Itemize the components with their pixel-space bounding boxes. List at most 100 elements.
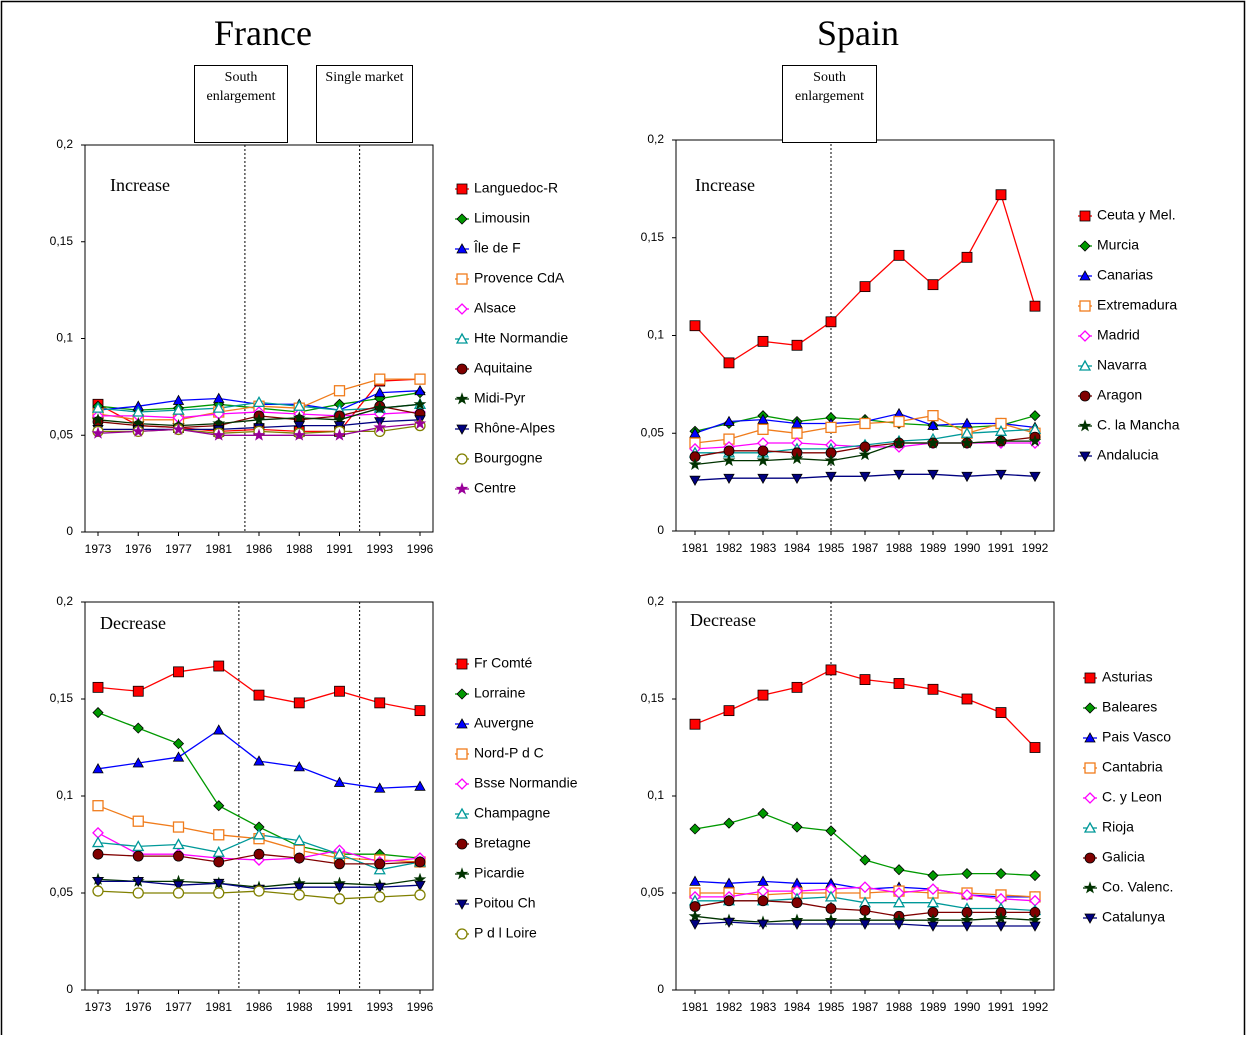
marker: [293, 399, 306, 411]
legend-label: Provence CdA: [474, 270, 565, 286]
legend-label: C. y Leon: [1102, 789, 1162, 805]
marker: [91, 836, 105, 848]
legend-label: Île de F: [473, 240, 521, 256]
marker: [132, 685, 144, 697]
marker: [293, 852, 305, 864]
marker: [791, 821, 803, 833]
marker: [333, 776, 346, 787]
marker: [333, 385, 346, 397]
legend-marker: [456, 658, 468, 670]
legend-label: Rioja: [1102, 819, 1134, 835]
marker: [825, 903, 837, 914]
marker: [172, 403, 185, 415]
x-tick-label: 1991: [988, 541, 1015, 555]
legend-marker: [456, 838, 468, 850]
x-tick-label: 1984: [784, 1000, 811, 1014]
marker: [132, 757, 144, 768]
y-tick-label: 0,15: [50, 234, 74, 248]
legend-marker: [1078, 419, 1092, 432]
marker: [252, 396, 266, 408]
x-tick-label: 1992: [1022, 541, 1049, 555]
x-tick-label: 1982: [716, 541, 743, 555]
marker: [995, 707, 1007, 718]
legend-label: Asturias: [1102, 669, 1153, 685]
x-tick-label: 1985: [818, 541, 845, 555]
marker: [791, 897, 803, 909]
marker: [414, 780, 426, 791]
marker: [859, 674, 871, 685]
marker: [172, 422, 185, 435]
legend-label: Galicia: [1102, 849, 1145, 865]
legend-label: Extremadura: [1097, 297, 1177, 313]
legend-label: Alsace: [474, 300, 516, 316]
marker: [825, 825, 837, 837]
marker: [374, 697, 386, 709]
legend-marker: [455, 332, 469, 344]
legend-marker: [1084, 672, 1096, 684]
legend-marker: [456, 453, 468, 465]
marker: [132, 840, 145, 852]
x-tick-label: 1977: [165, 1000, 192, 1014]
marker: [414, 373, 426, 385]
marker: [757, 807, 769, 820]
legend-marker: [456, 273, 468, 285]
marker: [961, 693, 973, 705]
y-tick-label: 0,2: [56, 594, 73, 608]
marker: [132, 722, 144, 734]
x-tick-label: 1991: [326, 1000, 353, 1014]
panel-subtitle: Increase: [695, 175, 755, 195]
heading: France: [214, 13, 312, 53]
marker: [927, 869, 939, 882]
y-tick-label: 0,2: [647, 594, 664, 608]
marker: [252, 828, 266, 840]
marker: [927, 469, 939, 481]
legend-marker: [456, 424, 468, 435]
y-tick-label: 0,05: [50, 427, 74, 441]
marker: [723, 895, 735, 907]
marker: [723, 415, 735, 426]
legend-label: Hte Normandie: [474, 330, 568, 346]
marker: [893, 415, 905, 428]
legend-marker: [456, 303, 468, 315]
x-tick-label: 1988: [286, 542, 313, 556]
x-tick-label: 1983: [750, 1000, 777, 1014]
legend-marker: [456, 243, 468, 254]
marker: [292, 428, 306, 441]
legend-label: Bsse Normandie: [474, 775, 578, 791]
marker: [825, 471, 837, 483]
marker: [212, 428, 226, 441]
marker: [791, 681, 803, 693]
marker: [893, 864, 905, 876]
x-tick-label: 1981: [205, 542, 232, 556]
legend-marker: [1083, 881, 1097, 894]
y-tick-label: 0,15: [50, 691, 74, 705]
y-tick-label: 0,1: [56, 788, 73, 802]
marker: [293, 421, 305, 432]
marker: [859, 417, 871, 430]
legend-label: Champagne: [474, 805, 550, 821]
marker: [723, 877, 735, 888]
marker: [333, 882, 346, 894]
marker: [213, 724, 225, 735]
marker: [995, 189, 1007, 201]
marker: [293, 889, 305, 901]
marker: [333, 893, 346, 905]
marker: [961, 889, 973, 901]
marker: [995, 921, 1007, 932]
marker: [1028, 434, 1042, 447]
legend-label: P d l Loire: [474, 925, 537, 941]
series-line: [694, 193, 1036, 364]
marker: [859, 471, 871, 483]
marker: [859, 854, 871, 866]
marker: [927, 683, 939, 695]
marker: [689, 427, 701, 438]
legend-marker: [456, 213, 468, 225]
x-tick-label: 1991: [988, 1000, 1015, 1014]
marker: [1029, 410, 1041, 422]
y-tick-label: 0,2: [56, 137, 73, 151]
marker: [689, 320, 701, 332]
marker: [892, 896, 906, 908]
marker: [688, 909, 702, 922]
marker: [172, 751, 185, 762]
